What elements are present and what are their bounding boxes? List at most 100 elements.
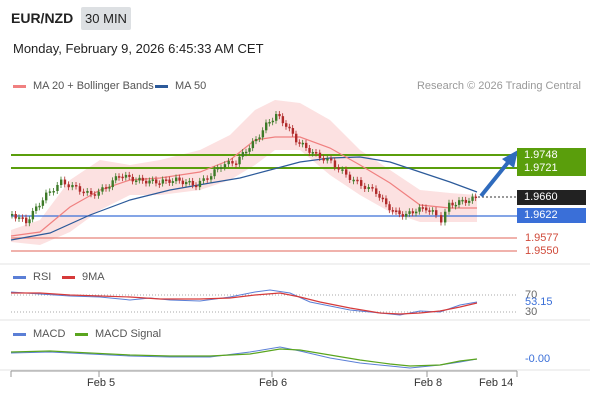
candle-body bbox=[75, 185, 78, 187]
candle-body bbox=[363, 185, 367, 189]
candle-body bbox=[28, 219, 31, 224]
macd-value: -0.00 bbox=[525, 353, 551, 365]
macd-signal-legend-label: MACD Signal bbox=[95, 328, 162, 340]
bollinger-band bbox=[11, 100, 477, 245]
candle-body bbox=[60, 179, 63, 185]
rsi-ma-swatch bbox=[62, 275, 75, 279]
candle-body bbox=[206, 178, 209, 180]
candle-body bbox=[67, 184, 70, 188]
candle-body bbox=[265, 122, 268, 131]
candle-body bbox=[288, 126, 291, 129]
candle-body bbox=[238, 156, 241, 165]
candle-body bbox=[401, 214, 405, 217]
candle-body bbox=[391, 210, 395, 212]
research-credit: Research © 2026 Trading Central bbox=[416, 80, 581, 92]
candle-body bbox=[195, 185, 198, 188]
candle-body bbox=[21, 217, 24, 219]
candle-body bbox=[421, 207, 425, 209]
candle-body bbox=[251, 141, 255, 149]
candle-body bbox=[158, 183, 161, 185]
candle-body bbox=[352, 179, 355, 182]
candle-body bbox=[371, 187, 374, 189]
candle-body bbox=[271, 120, 275, 123]
level-r2-box: 1.9748 bbox=[517, 148, 586, 163]
candle-body bbox=[245, 151, 248, 154]
candle-body bbox=[25, 217, 28, 224]
level-s1-label: 1.9577 bbox=[525, 232, 559, 244]
candle-body bbox=[202, 178, 205, 181]
candle-body bbox=[381, 197, 385, 200]
candle-body bbox=[56, 184, 59, 191]
candle-body bbox=[315, 152, 318, 154]
legend-macd-signal: MACD Signal bbox=[75, 328, 161, 340]
macd-line bbox=[10, 346, 478, 369]
rsi-ma-legend-label: 9MA bbox=[82, 271, 105, 283]
candle-body bbox=[295, 133, 298, 143]
candle-body bbox=[235, 163, 238, 165]
candle-body bbox=[435, 210, 438, 216]
ma50-swatch bbox=[155, 84, 168, 88]
candle-body bbox=[82, 191, 85, 194]
ma50-legend-label: MA 50 bbox=[175, 80, 207, 92]
candle-body bbox=[298, 142, 301, 144]
macd-signal-line bbox=[10, 348, 478, 367]
macd-signal-swatch bbox=[75, 332, 88, 336]
candle-body bbox=[165, 179, 168, 181]
candle-body bbox=[93, 194, 97, 196]
candle-body bbox=[216, 167, 220, 170]
candle-body bbox=[375, 188, 378, 194]
candle-body bbox=[291, 128, 295, 134]
rsi-ma-line bbox=[11, 292, 478, 315]
candle-body bbox=[171, 181, 175, 183]
candle-body bbox=[330, 158, 333, 161]
x-label-feb8: Feb 8 bbox=[414, 377, 443, 389]
chart-datetime: Monday, February 9, 2026 6:45:33 AM CET bbox=[13, 41, 264, 56]
candle-body bbox=[378, 193, 381, 198]
ma20-swatch bbox=[13, 84, 26, 88]
x-label-feb5: Feb 5 bbox=[87, 377, 116, 389]
candle-body bbox=[464, 199, 468, 203]
legend-ma50: MA 50 bbox=[155, 80, 206, 92]
candlestick-series bbox=[11, 111, 478, 227]
candle-body bbox=[301, 142, 305, 145]
candle-body bbox=[63, 179, 67, 185]
candle-body bbox=[367, 187, 370, 189]
candle-body bbox=[118, 176, 121, 178]
candle-body bbox=[268, 122, 271, 124]
candle-body bbox=[261, 130, 265, 138]
candle-body bbox=[348, 174, 352, 180]
candle-body bbox=[14, 214, 17, 219]
candle-body bbox=[86, 190, 89, 193]
candle-body bbox=[198, 180, 202, 188]
candle-body bbox=[408, 211, 411, 214]
candle-body bbox=[138, 177, 141, 181]
candle-body bbox=[281, 116, 285, 124]
candle-body bbox=[220, 167, 223, 169]
candle-body bbox=[345, 169, 348, 175]
forecast-arrow-head bbox=[502, 150, 518, 168]
candle-body bbox=[418, 207, 421, 212]
x-label-feb14: Feb 14 bbox=[479, 377, 514, 389]
candle-body bbox=[161, 179, 165, 184]
candle-body bbox=[31, 210, 35, 220]
candle-body bbox=[148, 180, 151, 184]
candle-body bbox=[213, 169, 216, 177]
macd-legend-label: MACD bbox=[33, 328, 66, 340]
candle-body bbox=[78, 186, 82, 192]
rsi-swatch bbox=[13, 275, 26, 279]
candle-body bbox=[468, 200, 471, 203]
candle-body bbox=[191, 180, 195, 186]
rsi-legend-label: RSI bbox=[33, 271, 52, 283]
candle-body bbox=[227, 161, 230, 165]
candle-body bbox=[135, 180, 138, 182]
candle-body bbox=[248, 148, 251, 152]
candle-body bbox=[71, 185, 74, 188]
candle-body bbox=[121, 176, 124, 179]
candle-body bbox=[241, 152, 245, 157]
timeframe-badge[interactable]: 30 MIN bbox=[81, 7, 131, 30]
candle-body bbox=[451, 202, 454, 206]
candle-body bbox=[258, 137, 261, 140]
candle-body bbox=[474, 196, 478, 199]
candle-body bbox=[395, 210, 398, 212]
